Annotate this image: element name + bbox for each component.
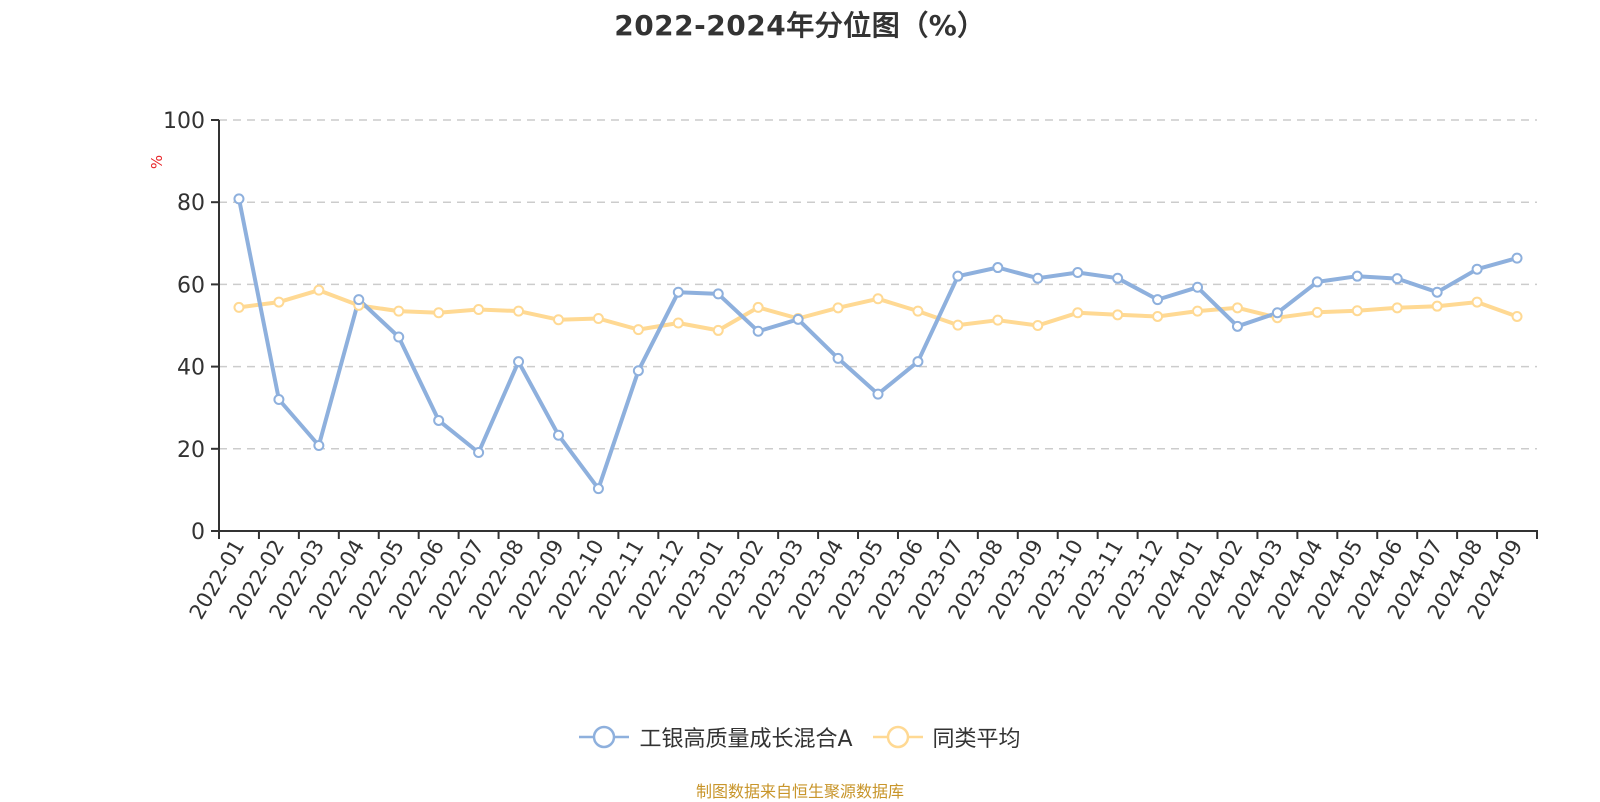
data-point[interactable] bbox=[832, 352, 844, 364]
series-line bbox=[237, 198, 1518, 491]
y-tick-label: 60 bbox=[177, 273, 205, 298]
data-point[interactable] bbox=[832, 302, 844, 314]
data-point[interactable] bbox=[313, 440, 325, 452]
data-point[interactable] bbox=[273, 393, 285, 405]
data-point[interactable] bbox=[1351, 305, 1363, 317]
data-point[interactable] bbox=[1231, 320, 1243, 332]
data-source-note: 制图数据来自恒生聚源数据库 bbox=[695, 782, 904, 801]
data-point[interactable] bbox=[1072, 266, 1084, 278]
data-point[interactable] bbox=[952, 319, 964, 331]
legend-label-category-average: 同类平均 bbox=[932, 727, 1021, 752]
data-point[interactable] bbox=[912, 305, 924, 317]
legend-label-fund: 工银高质量成长混合A bbox=[639, 727, 853, 752]
data-point[interactable] bbox=[632, 365, 644, 377]
data-point[interactable] bbox=[233, 301, 245, 313]
data-point[interactable] bbox=[872, 388, 884, 400]
data-point[interactable] bbox=[952, 270, 964, 282]
data-point[interactable] bbox=[552, 314, 564, 326]
legend: 工银高质量成长混合A 同类平均 bbox=[0, 722, 1600, 752]
y-tick-label: 80 bbox=[177, 191, 205, 216]
data-point[interactable] bbox=[1311, 276, 1323, 288]
data-point[interactable] bbox=[353, 294, 365, 306]
data-point[interactable] bbox=[1431, 300, 1443, 312]
y-tick-label: 0 bbox=[191, 520, 205, 545]
data-point[interactable] bbox=[1391, 273, 1403, 285]
data-point[interactable] bbox=[712, 288, 724, 300]
data-point[interactable] bbox=[672, 286, 684, 298]
data-point[interactable] bbox=[1152, 294, 1164, 306]
data-point[interactable] bbox=[1311, 306, 1323, 318]
data-point[interactable] bbox=[1112, 272, 1124, 284]
data-point[interactable] bbox=[1471, 263, 1483, 275]
data-point[interactable] bbox=[1471, 296, 1483, 308]
data-point[interactable] bbox=[792, 313, 804, 325]
data-point[interactable] bbox=[233, 193, 245, 205]
y-tick-label: 100 bbox=[163, 109, 205, 134]
data-point[interactable] bbox=[1032, 272, 1044, 284]
data-point[interactable] bbox=[632, 324, 644, 336]
data-point[interactable] bbox=[1231, 302, 1243, 314]
data-point[interactable] bbox=[433, 414, 445, 426]
data-point[interactable] bbox=[1351, 270, 1363, 282]
y-tick-label: 20 bbox=[177, 438, 205, 463]
data-point[interactable] bbox=[473, 446, 485, 458]
circle-line-icon bbox=[872, 725, 923, 749]
chart-title: 2022-2024年分位图（%） bbox=[614, 9, 986, 42]
data-point[interactable] bbox=[513, 356, 525, 368]
data-point[interactable] bbox=[592, 483, 604, 495]
data-point[interactable] bbox=[1192, 281, 1204, 293]
data-point[interactable] bbox=[1072, 307, 1084, 319]
data-point[interactable] bbox=[273, 296, 285, 308]
data-point[interactable] bbox=[872, 293, 884, 305]
data-point[interactable] bbox=[473, 303, 485, 315]
data-point[interactable] bbox=[992, 262, 1004, 274]
data-point[interactable] bbox=[1152, 310, 1164, 322]
data-point[interactable] bbox=[1511, 310, 1523, 322]
data-point[interactable] bbox=[313, 284, 325, 296]
data-point[interactable] bbox=[992, 314, 1004, 326]
data-point[interactable] bbox=[393, 305, 405, 317]
data-point[interactable] bbox=[433, 307, 445, 319]
legend-item-category-average[interactable]: 同类平均 bbox=[872, 722, 1021, 752]
y-axis-unit-label: % bbox=[148, 155, 166, 169]
data-point[interactable] bbox=[752, 325, 764, 337]
data-point[interactable] bbox=[1391, 302, 1403, 314]
data-point[interactable] bbox=[552, 429, 564, 441]
data-point[interactable] bbox=[712, 324, 724, 336]
grid-lines bbox=[219, 119, 1537, 450]
data-point[interactable] bbox=[672, 317, 684, 329]
data-point[interactable] bbox=[1511, 252, 1523, 264]
data-point[interactable] bbox=[513, 305, 525, 317]
data-point[interactable] bbox=[592, 313, 604, 325]
circle-line-icon bbox=[579, 725, 630, 749]
series-lines bbox=[233, 193, 1523, 495]
data-point[interactable] bbox=[912, 356, 924, 368]
data-point[interactable] bbox=[1032, 320, 1044, 331]
data-point[interactable] bbox=[1112, 309, 1124, 321]
data-point[interactable] bbox=[393, 331, 405, 343]
data-point[interactable] bbox=[752, 301, 764, 313]
data-point[interactable] bbox=[1431, 286, 1443, 298]
y-tick-label: 40 bbox=[177, 356, 205, 381]
legend-item-fund[interactable]: 工银高质量成长混合A bbox=[579, 722, 853, 752]
data-point[interactable] bbox=[1271, 307, 1283, 319]
data-point[interactable] bbox=[1192, 305, 1204, 317]
